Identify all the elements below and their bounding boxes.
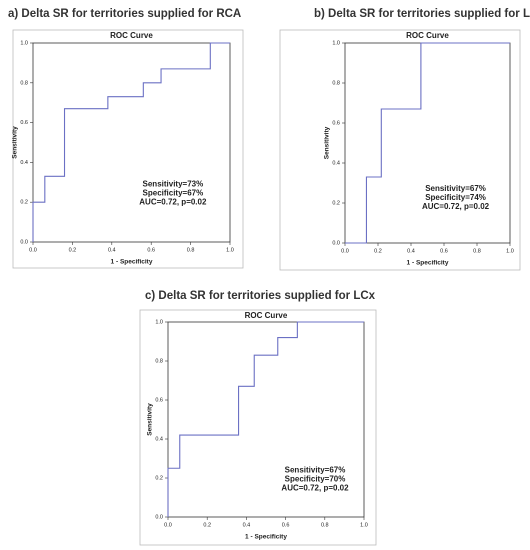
x-tick-label: 0.8 [187, 247, 195, 253]
x-axis-label: 1 - Specificity [407, 260, 449, 267]
x-tick-label: 0.4 [243, 522, 251, 528]
x-tick-label: 0.0 [164, 522, 172, 528]
y-tick-label: 0.6 [332, 120, 340, 126]
annotation: Sensitivity=67% [285, 465, 346, 474]
y-tick-label: 0.8 [20, 80, 28, 86]
roc-curve [167, 321, 364, 517]
x-tick-label: 0.0 [341, 248, 349, 254]
x-axis-label: 1 - Specificity [111, 259, 153, 266]
y-tick-label: 0.0 [20, 239, 28, 245]
annotation: AUC=0.72, p=0.02 [281, 483, 349, 492]
annotation: Sensitivity=67% [425, 184, 486, 193]
x-tick-label: 0.2 [203, 522, 211, 528]
x-axis-label: 1 - Specificity [245, 534, 287, 541]
x-tick-label: 0.6 [282, 522, 290, 528]
annotation: AUC=0.72, p=0.02 [139, 197, 207, 206]
chart-heading: c) Delta SR for territories supplied for… [145, 290, 376, 302]
y-axis-label: Sensitivity [12, 126, 19, 159]
chart-title: ROC Curve [245, 311, 288, 320]
x-tick-label: 0.4 [407, 248, 415, 254]
y-tick-label: 0.4 [20, 160, 28, 166]
chart-heading: b) Delta SR for territories supplied for… [314, 8, 530, 20]
x-tick-label: 0.8 [473, 248, 481, 254]
y-tick-label: 0.2 [20, 200, 28, 206]
y-tick-label: 0.4 [332, 160, 340, 166]
x-tick-label: 0.2 [69, 247, 77, 253]
y-tick-label: 0.6 [20, 120, 28, 126]
annotation: Sensitivity=73% [143, 179, 204, 188]
y-tick-label: 0.8 [155, 358, 163, 364]
frame [12, 29, 244, 269]
roc-curve [345, 42, 510, 244]
chart-heading: a) Delta SR for territories supplied for… [8, 8, 241, 20]
x-tick-label: 0.6 [147, 247, 155, 253]
annotation: AUC=0.72, p=0.02 [422, 202, 490, 211]
y-tick-label: 1.0 [155, 319, 163, 325]
x-tick-label: 0.6 [440, 248, 448, 254]
chart-title: ROC Curve [406, 31, 449, 40]
x-tick-label: 0.0 [29, 247, 37, 253]
chart-title: ROC Curve [110, 31, 153, 40]
y-tick-label: 0.6 [155, 397, 163, 403]
x-tick-label: 1.0 [506, 248, 514, 254]
frame [279, 29, 521, 271]
x-tick-label: 1.0 [226, 247, 234, 253]
annotation: Specificity=74% [425, 193, 486, 202]
y-tick-label: 0.0 [155, 514, 163, 520]
y-tick-label: 0.2 [155, 475, 163, 481]
y-axis-label: Sensitivity [147, 403, 154, 436]
roc-curve [32, 42, 230, 242]
annotation: Specificity=70% [285, 474, 346, 483]
y-tick-label: 0.8 [332, 80, 340, 86]
y-axis-label: Sensitivity [324, 126, 331, 159]
plot-area [344, 42, 511, 244]
y-tick-label: 0.0 [332, 240, 340, 246]
y-tick-label: 0.2 [332, 200, 340, 206]
y-tick-label: 1.0 [20, 40, 28, 46]
annotation: Specificity=67% [143, 188, 204, 197]
plot-area [167, 321, 365, 518]
y-tick-label: 0.4 [155, 436, 163, 442]
x-tick-label: 0.2 [374, 248, 382, 254]
x-tick-label: 0.8 [321, 522, 329, 528]
frame [139, 309, 377, 546]
y-tick-label: 1.0 [332, 40, 340, 46]
x-tick-label: 0.4 [108, 247, 116, 253]
plot-area [32, 42, 231, 243]
x-tick-label: 1.0 [360, 522, 368, 528]
